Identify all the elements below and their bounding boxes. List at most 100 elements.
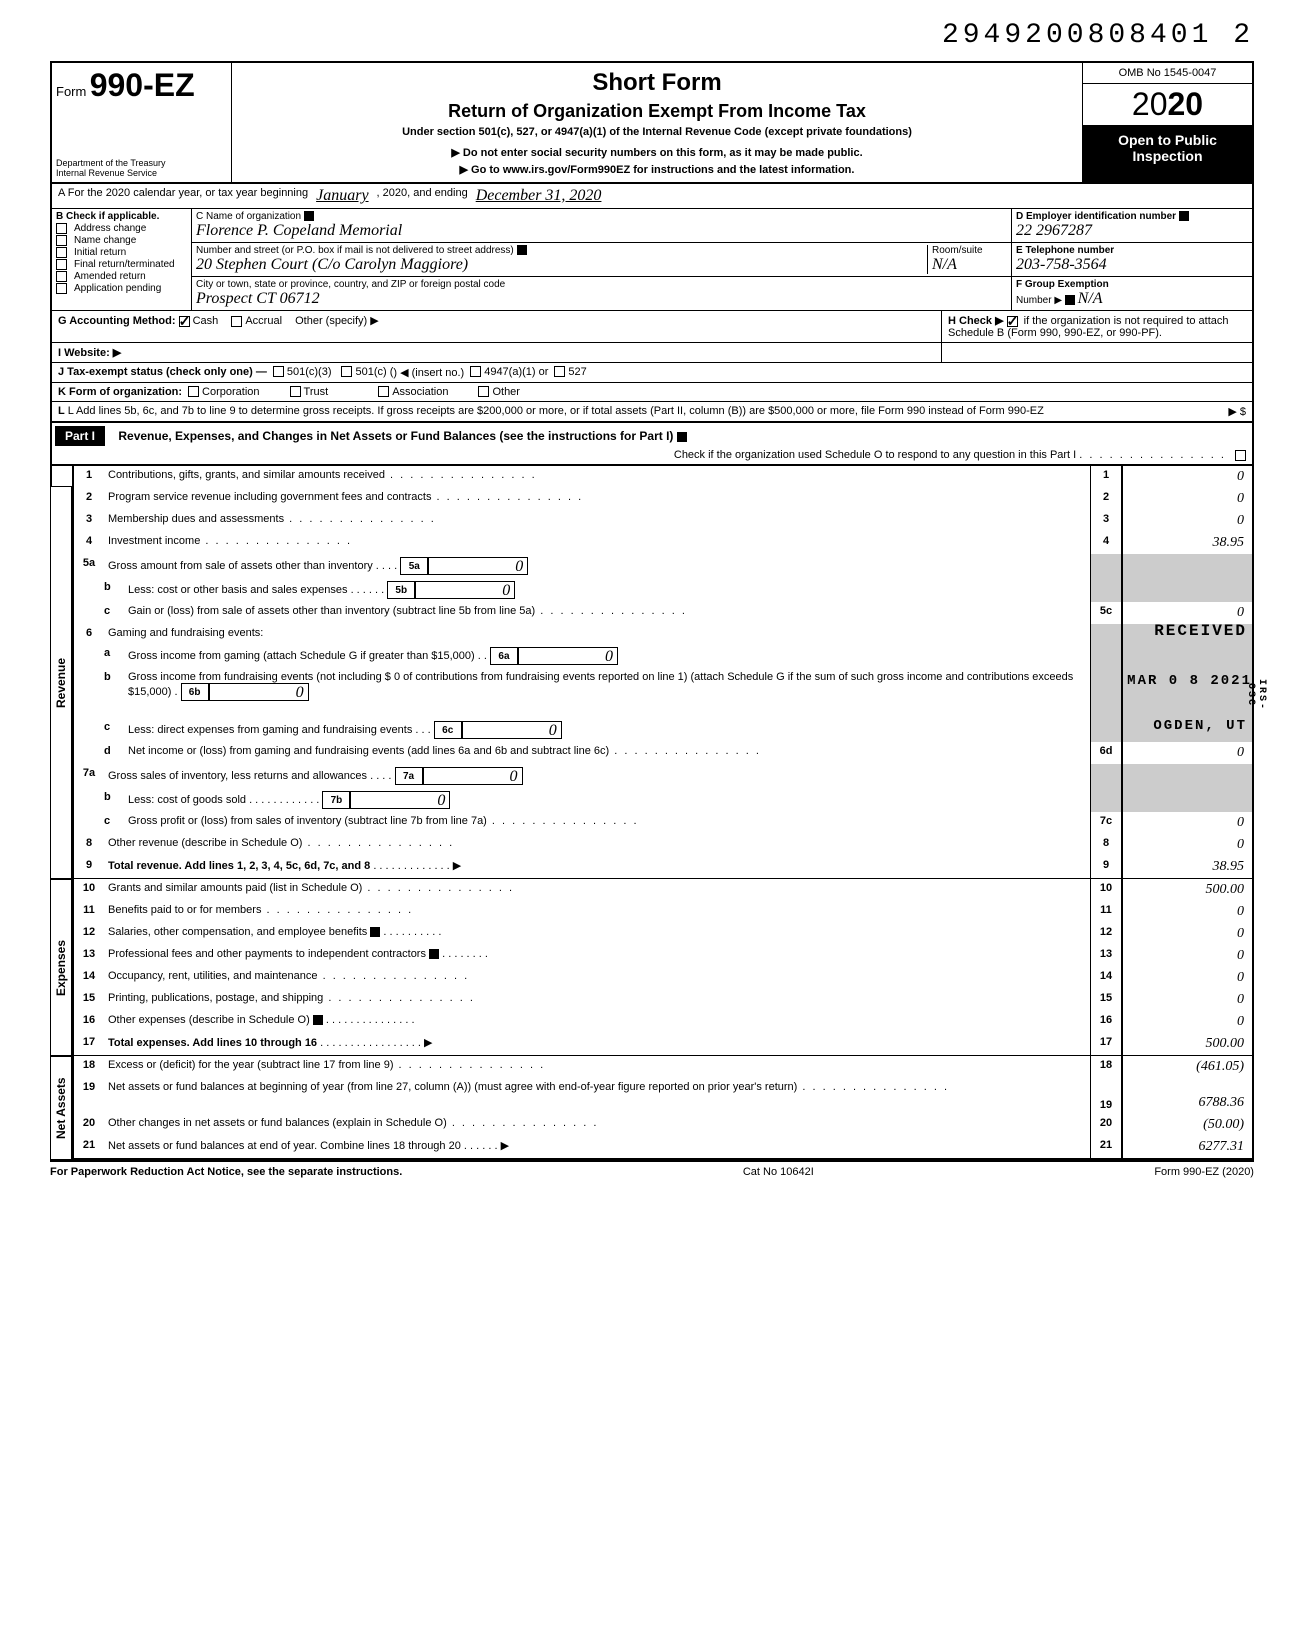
line5a-value: 0	[428, 557, 528, 575]
part1-title: Revenue, Expenses, and Changes in Net As…	[118, 429, 673, 443]
footer-center: Cat No 10642I	[743, 1166, 814, 1178]
line18-value: (461.05)	[1122, 1056, 1252, 1078]
line14-value: 0	[1122, 967, 1252, 989]
dept-irs: Internal Revenue Service	[56, 168, 227, 178]
help-icon	[517, 245, 527, 255]
help-icon	[677, 432, 687, 442]
line5c-value: 0	[1122, 602, 1252, 624]
omb-number: OMB No 1545-0047	[1083, 63, 1252, 84]
tax-year: 2020	[1083, 84, 1252, 126]
form-header-right: OMB No 1545-0047 2020 Open to Public Ins…	[1082, 63, 1252, 182]
checkbox-schedule-o[interactable]	[1235, 450, 1246, 461]
checkbox-name-change[interactable]	[56, 235, 67, 246]
line5b-value: 0	[415, 581, 515, 599]
section-c: C Name of organization Florence P. Copel…	[192, 209, 1012, 310]
line-a-label: A For the 2020 calendar year, or tax yea…	[58, 187, 308, 205]
line6c-value: 0	[462, 721, 562, 739]
footer-right: Form 990-EZ (2020)	[1154, 1166, 1254, 1178]
help-icon	[370, 927, 380, 937]
line-a-mid: , 2020, and ending	[377, 187, 468, 205]
part1-header-row: Part I Revenue, Expenses, and Changes in…	[50, 423, 1254, 466]
form-desc: Under section 501(c), 527, or 4947(a)(1)…	[238, 126, 1076, 138]
received-loc: OGDEN, UT	[1153, 718, 1247, 734]
line19-value: 6788.36	[1122, 1078, 1252, 1114]
checkbox-other-org[interactable]	[478, 386, 489, 397]
help-icon	[429, 949, 439, 959]
form-label: Form	[56, 84, 86, 99]
part1-body: Revenue 1Contributions, gifts, grants, a…	[50, 466, 1254, 879]
city-state-zip: Prospect CT 06712	[196, 290, 1007, 308]
line11-value: 0	[1122, 901, 1252, 923]
help-icon	[1179, 211, 1189, 221]
line7b-value: 0	[350, 791, 450, 809]
line7a-value: 0	[423, 767, 523, 785]
checkbox-trust[interactable]	[290, 386, 301, 397]
netassets-section: Net Assets 18Excess or (deficit) for the…	[50, 1056, 1254, 1160]
checkbox-amended-return[interactable]	[56, 271, 67, 282]
line17-value: 500.00	[1122, 1033, 1252, 1055]
form-header-left: Form 990-EZ Department of the Treasury I…	[52, 63, 232, 182]
org-name: Florence P. Copeland Memorial	[196, 222, 1007, 240]
open-public: Open to Public Inspection	[1083, 126, 1252, 182]
room-suite: N/A	[932, 256, 1007, 274]
checkbox-corporation[interactable]	[188, 386, 199, 397]
help-icon	[313, 1015, 323, 1025]
checkbox-527[interactable]	[554, 366, 565, 377]
line8-value: 0	[1122, 834, 1252, 856]
form-header: Form 990-EZ Department of the Treasury I…	[50, 61, 1254, 184]
line-a-end: December 31, 2020	[476, 187, 602, 205]
top-number: 2949200808401 2	[50, 20, 1254, 51]
checkbox-final-return[interactable]	[56, 259, 67, 270]
line6d-value: 0	[1122, 742, 1252, 764]
expenses-section: Expenses 10Grants and similar amounts pa…	[50, 879, 1254, 1056]
phone: 203-758-3564	[1016, 256, 1248, 274]
line13-value: 0	[1122, 945, 1252, 967]
side-column: Revenue	[50, 466, 72, 879]
checkbox-501c3[interactable]	[273, 366, 284, 377]
checkbox-501c[interactable]	[341, 366, 352, 377]
line20-value: (50.00)	[1122, 1114, 1252, 1136]
line1-value: 0	[1122, 466, 1252, 488]
ein: 22 2967287	[1016, 222, 1248, 240]
checkbox-association[interactable]	[378, 386, 389, 397]
section-b: B Check if applicable. Address change Na…	[52, 209, 192, 310]
line21-value: 6277.31	[1122, 1136, 1252, 1158]
line10-value: 500.00	[1122, 879, 1252, 901]
part1-header: Part I	[55, 426, 105, 446]
form-title: Short Form	[238, 69, 1076, 97]
form-header-center: Short Form Return of Organization Exempt…	[232, 63, 1082, 182]
checkbox-application-pending[interactable]	[56, 283, 67, 294]
checkbox-4947[interactable]	[470, 366, 481, 377]
address: 20 Stephen Court (C/o Carolyn Maggiore)	[196, 256, 927, 274]
checkbox-schedule-b[interactable]	[1007, 316, 1018, 327]
form-number: 990-EZ	[90, 67, 195, 103]
line3-value: 0	[1122, 510, 1252, 532]
section-def: D Employer identification number 22 2967…	[1012, 209, 1252, 310]
side-expenses: Expenses	[50, 879, 72, 1056]
line16-value: 0	[1122, 1011, 1252, 1033]
line6a-value: 0	[518, 647, 618, 665]
line7c-value: 0	[1122, 812, 1252, 834]
line15-value: 0	[1122, 989, 1252, 1011]
checkbox-address-change[interactable]	[56, 223, 67, 234]
line6b-value: 0	[209, 683, 309, 701]
footer-left: For Paperwork Reduction Act Notice, see …	[50, 1166, 402, 1178]
checkbox-cash[interactable]	[179, 316, 190, 327]
received-date: MAR 0 8 2021	[1127, 673, 1252, 689]
dept-treasury: Department of the Treasury	[56, 158, 227, 168]
line2-value: 0	[1122, 488, 1252, 510]
footer: For Paperwork Reduction Act Notice, see …	[50, 1160, 1254, 1178]
checkbox-initial-return[interactable]	[56, 247, 67, 258]
form-subtitle: Return of Organization Exempt From Incom…	[238, 101, 1076, 122]
line4-value: 38.95	[1122, 532, 1252, 554]
side-revenue: Revenue	[50, 486, 72, 879]
help-icon	[304, 211, 314, 221]
line-a-begin: January	[316, 187, 368, 205]
group-exemption: N/A	[1078, 290, 1103, 307]
line12-value: 0	[1122, 923, 1252, 945]
received-irs: IRS-OSC	[1245, 673, 1267, 718]
section-header-info: A For the 2020 calendar year, or tax yea…	[50, 184, 1254, 423]
checkbox-accrual[interactable]	[231, 316, 242, 327]
side-netassets: Net Assets	[50, 1056, 72, 1160]
line9-value: 38.95	[1122, 856, 1252, 878]
